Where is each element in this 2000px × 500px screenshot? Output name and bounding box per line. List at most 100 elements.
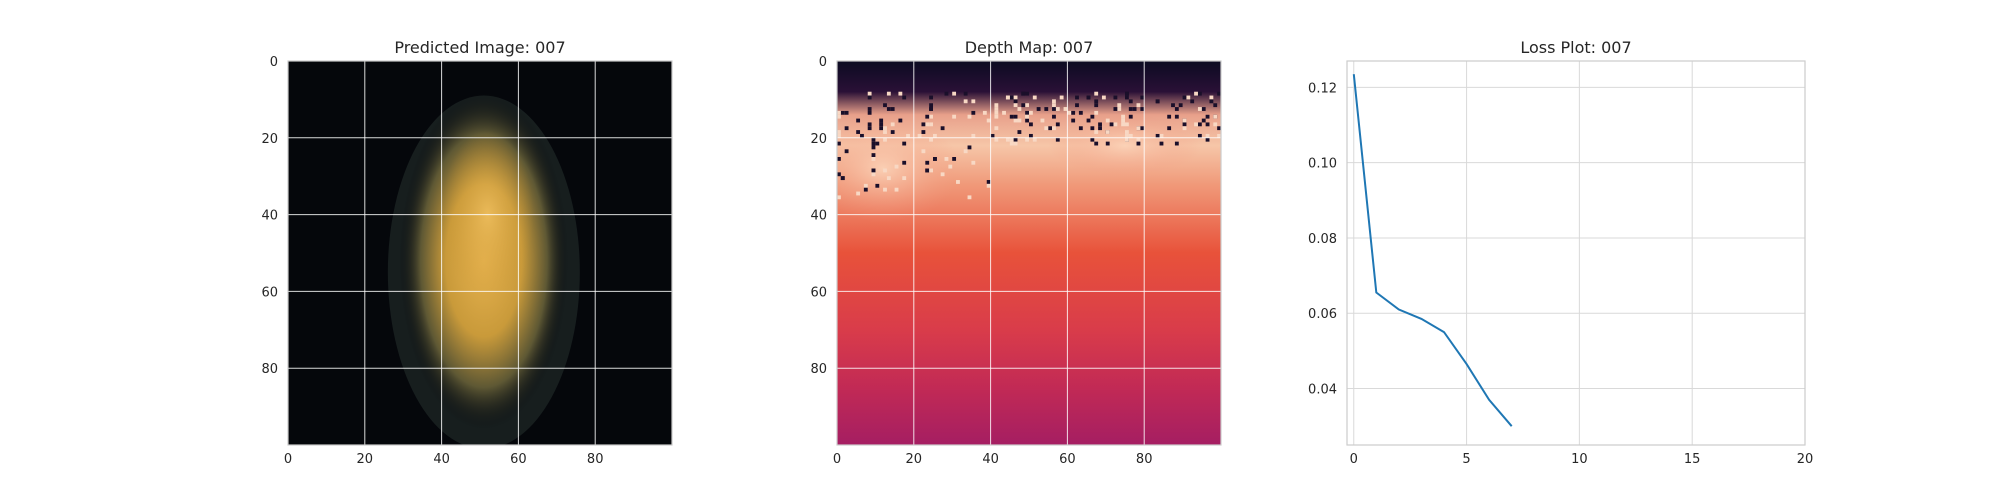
depth-speckle [1063,107,1068,111]
depth-speckle [971,160,976,165]
depth-map-frame [836,60,1222,446]
depth-speckle [1009,114,1014,119]
depth-speckle [898,91,903,96]
depth-speckle [883,187,887,192]
depth-speckle [1159,141,1164,146]
predicted-image-ticks: 0 20 40 60 80 0 20 40 60 80 [261,55,603,467]
depth-speckle [867,91,872,96]
depth-speckle [1197,133,1202,138]
y-tick-label: 0 [819,55,827,70]
depth-speckle [844,110,849,115]
depth-speckle [994,126,999,131]
depth-speckle [1197,91,1202,96]
depth-speckle [1136,126,1141,131]
depth-speckle [1055,122,1060,127]
depth-speckle [894,164,899,169]
depth-speckle [1209,99,1214,104]
depth-speckle [867,110,872,115]
x-tick-label: 0 [833,452,841,467]
y-tick-label: 0.08 [1308,232,1337,247]
x-tick-label: 20 [357,452,374,467]
depth-speckle [1005,137,1010,142]
depth-speckle [1113,95,1118,100]
depth-speckle [1128,107,1133,111]
depth-speckle [1128,114,1133,119]
depth-speckle [837,195,841,200]
depth-speckle [1059,95,1064,100]
depth-speckle [1009,137,1014,142]
depth-speckle [1178,103,1183,108]
y-tick-label: 80 [261,362,278,377]
depth-speckle [963,149,968,154]
depth-speckle [1125,122,1129,127]
depth-map-title: Depth Map: 007 [965,38,1094,57]
depth-speckle [1075,103,1079,108]
depth-speckle [1186,95,1191,100]
depth-speckle [1136,103,1141,108]
depth-speckle [837,157,841,161]
depth-speckle [1025,114,1029,119]
x-tick-label: 40 [982,452,999,467]
depth-speckle [1105,141,1110,146]
x-tick-label: 20 [906,452,923,467]
y-tick-label: 60 [810,285,827,300]
depth-map-light-right [1048,114,1202,177]
depth-speckle [837,110,841,115]
depth-speckle [1105,118,1110,123]
depth-speckle [1194,122,1198,127]
depth-speckle [1117,107,1122,111]
depth-speckle [1017,118,1022,123]
depth-speckle [929,137,933,142]
depth-speckle [925,114,930,119]
depth-speckle [863,183,868,188]
depth-speckle [1090,126,1095,131]
depth-speckle [1017,107,1022,111]
y-tick-label: 20 [261,132,278,147]
depth-speckle [1005,95,1010,100]
depth-speckle [890,122,895,127]
depth-speckle [856,118,861,123]
depth-speckle [879,122,884,127]
depth-speckle [906,133,910,138]
depth-speckle [1140,95,1145,100]
loss-plot-title: Loss Plot: 007 [1520,38,1631,57]
depth-speckle [1155,133,1160,138]
depth-speckle [867,95,872,100]
depth-speckle [1025,137,1029,142]
depth-speckle [971,99,976,104]
depth-speckle [1029,122,1033,127]
depth-speckle [986,180,991,184]
loss-series-line [1352,74,1513,427]
depth-speckle [1125,133,1129,138]
depth-speckle [994,107,999,111]
x-tick-label: 40 [433,452,450,467]
depth-speckle [871,157,876,161]
depth-speckle [871,153,876,157]
depth-speckle [1029,133,1033,138]
depth-speckle [1052,103,1056,108]
depth-speckle [1201,118,1206,123]
x-tick-label: 20 [1797,452,1814,467]
depth-speckle [1121,122,1125,127]
depth-speckle [1217,126,1221,131]
y-tick-label: 0.04 [1308,383,1337,398]
depth-speckle [1174,107,1179,111]
depth-speckle [994,110,999,115]
depth-speckle [1140,107,1145,111]
depth-speckle [1071,110,1076,115]
depth-speckle [883,168,887,173]
depth-speckle [963,99,968,104]
depth-speckle [1125,137,1129,142]
depth-speckle [1136,141,1141,146]
depth-speckle [883,130,887,134]
depth-speckle [886,107,891,111]
depth-speckle [1121,118,1125,123]
depth-speckle [1094,91,1099,96]
depth-speckle [1048,126,1053,131]
depth-map-speckles [837,91,1221,200]
depth-map-light-left [837,114,960,223]
depth-speckle [1052,114,1056,119]
depth-speckle [967,114,972,119]
depth-speckle [1125,95,1129,100]
y-tick-label: 80 [810,362,827,377]
